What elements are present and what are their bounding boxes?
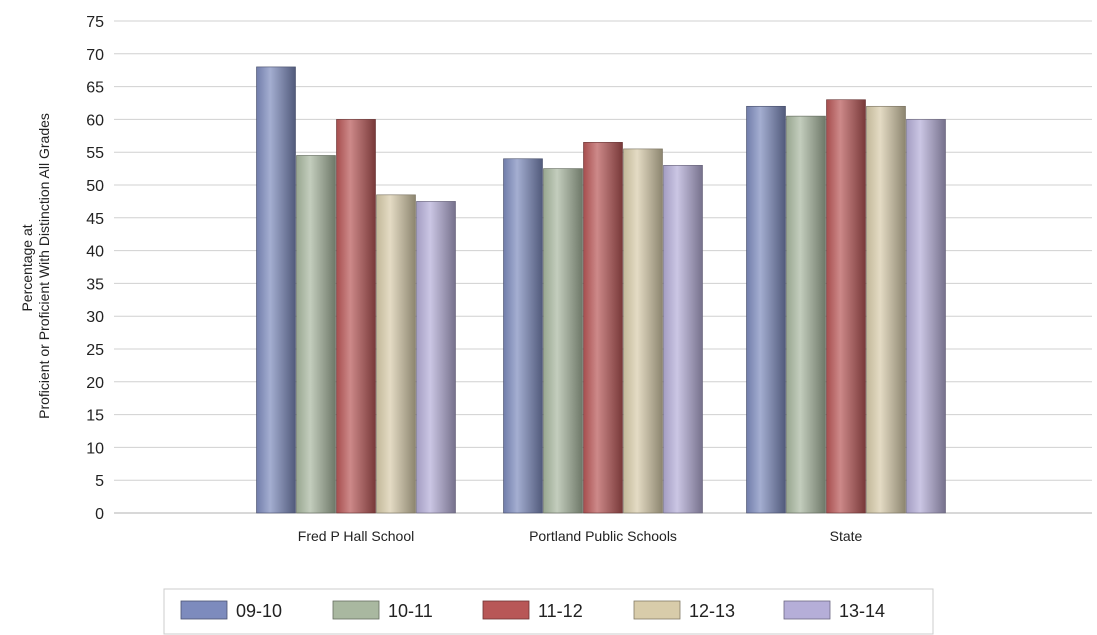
legend-swatch xyxy=(482,600,530,620)
bar xyxy=(543,168,583,514)
bar xyxy=(503,158,543,514)
y-axis-title-line-2: Proficient or Proficient With Distinctio… xyxy=(36,113,52,419)
legend-swatch xyxy=(633,600,681,620)
bar xyxy=(583,142,623,514)
y-tick-label: 0 xyxy=(95,506,104,523)
y-tick-label: 75 xyxy=(86,14,104,31)
y-tick-label: 45 xyxy=(86,211,104,228)
x-category-labels: Fred P Hall School Portland Public School… xyxy=(298,528,863,544)
x-category-label: State xyxy=(830,528,863,544)
bar xyxy=(906,119,946,514)
bar xyxy=(296,155,336,514)
y-tick-label: 70 xyxy=(86,47,104,64)
y-tick-label: 55 xyxy=(86,145,104,162)
y-tick-label: 15 xyxy=(86,408,104,425)
legend-label: 13-14 xyxy=(839,601,885,621)
bar xyxy=(746,105,786,514)
y-tick-label: 20 xyxy=(86,375,104,392)
bar xyxy=(416,201,456,514)
y-axis-title: Percentage at Proficient or Proficient W… xyxy=(19,113,52,419)
bar xyxy=(786,115,826,514)
bar xyxy=(663,165,703,514)
y-axis-title-line-1: Percentage at xyxy=(19,224,35,311)
legend-label: 11-12 xyxy=(538,601,583,621)
y-tick-label: 5 xyxy=(95,473,104,490)
x-category-label: Portland Public Schools xyxy=(529,528,677,544)
y-tick-label: 25 xyxy=(86,342,104,359)
y-tick-label: 30 xyxy=(86,309,104,326)
y-tick-labels: 0 5 10 15 20 25 30 35 40 45 50 55 60 65 70 75 xyxy=(86,14,104,523)
bar xyxy=(826,99,866,514)
legend: 09-10 10-11 11-12 12-13 13-14 xyxy=(180,600,885,621)
y-tick-label: 50 xyxy=(86,178,104,195)
bar xyxy=(376,194,416,514)
bar xyxy=(256,66,296,514)
y-tick-label: 40 xyxy=(86,244,104,261)
legend-label: 09-10 xyxy=(236,601,282,621)
y-tick-label: 60 xyxy=(86,112,104,129)
legend-label: 10-11 xyxy=(388,601,433,621)
x-category-label: Fred P Hall School xyxy=(298,528,414,544)
bar xyxy=(623,148,663,514)
legend-swatch xyxy=(332,600,380,620)
y-tick-label: 35 xyxy=(86,276,104,293)
y-tick-label: 10 xyxy=(86,440,104,457)
legend-swatch xyxy=(783,600,831,620)
legend-swatch xyxy=(180,600,228,620)
bar xyxy=(336,119,376,514)
legend-label: 12-13 xyxy=(689,601,735,621)
bar xyxy=(866,105,906,514)
bars xyxy=(256,66,946,514)
y-tick-label: 65 xyxy=(86,80,104,97)
